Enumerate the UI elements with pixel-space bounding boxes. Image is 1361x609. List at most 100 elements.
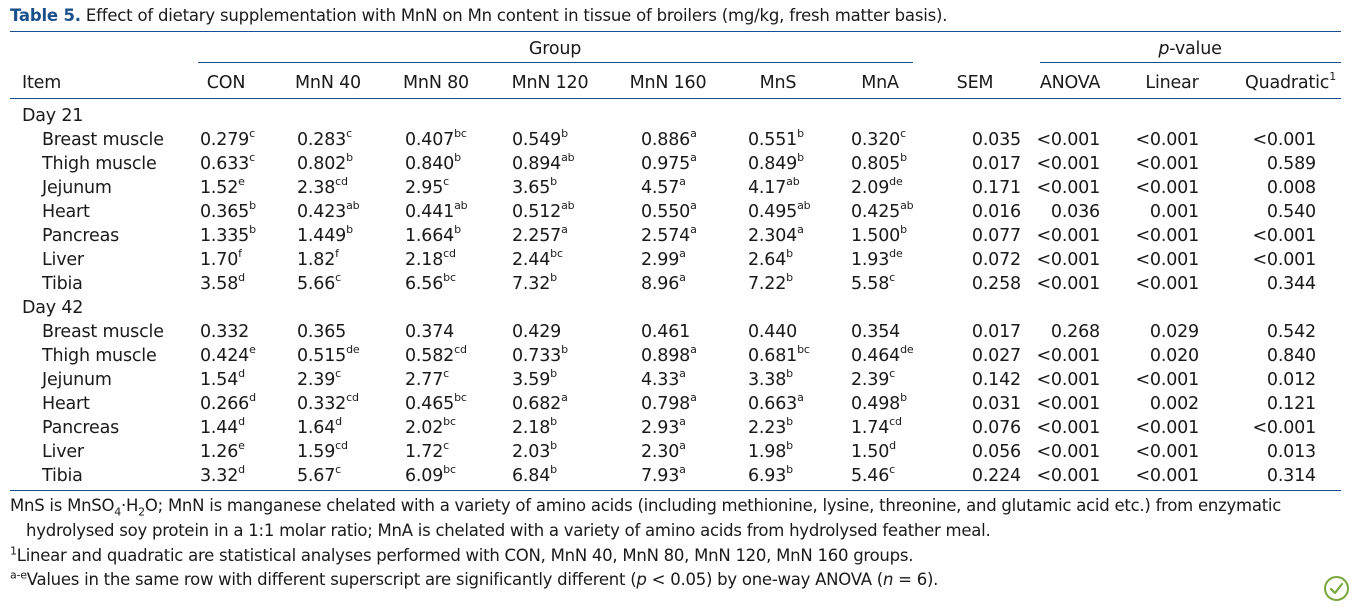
group-value: 0.633c xyxy=(200,151,255,174)
p-value: <0.001 xyxy=(1036,154,1100,174)
group-value: 0.407bc xyxy=(405,127,467,150)
sem-value: 0.258 xyxy=(971,274,1021,294)
group-value: 1.64d xyxy=(297,415,342,438)
group-value: 1.664b xyxy=(405,223,461,246)
group-value: 4.57a xyxy=(641,175,686,198)
group-value: 2.18cd xyxy=(405,247,456,270)
p-value: <0.001 xyxy=(1036,466,1100,486)
p-value: <0.001 xyxy=(1135,442,1199,462)
sem-value: 0.017 xyxy=(971,322,1021,342)
group-value: 6.09bc xyxy=(405,463,456,486)
group-value: 1.44d xyxy=(200,415,245,438)
group-value: 1.449b xyxy=(297,223,353,246)
group-value: 3.58d xyxy=(200,271,245,294)
sem-value: 0.077 xyxy=(971,226,1021,246)
group-value: 0.681bc xyxy=(748,343,810,366)
header-col-linear: Linear xyxy=(1145,73,1199,93)
header-col-4: MnN 160 xyxy=(629,73,707,93)
group-value: 7.32b xyxy=(512,271,557,294)
group-value: 0.332 xyxy=(200,322,250,342)
group-value: 3.59b xyxy=(512,367,557,390)
header-col-anova: ANOVA xyxy=(1039,73,1101,93)
group-value: 0.802b xyxy=(297,151,353,174)
group-value: 1.93de xyxy=(851,247,903,270)
top-rule xyxy=(10,31,1341,32)
p-value: <0.001 xyxy=(1036,346,1100,366)
p-value: <0.001 xyxy=(1252,130,1316,150)
group-value: 1.74cd xyxy=(851,415,902,438)
row-item-label: Pancreas xyxy=(42,418,120,438)
group-value: 2.23b xyxy=(748,415,793,438)
group-value: 0.320c xyxy=(851,127,906,150)
p-value: <0.001 xyxy=(1036,394,1100,414)
group-value: 2.574a xyxy=(641,223,697,246)
p-value: 0.268 xyxy=(1050,322,1100,342)
group-value: 0.440 xyxy=(748,322,798,342)
group-value: 5.66c xyxy=(297,271,342,294)
group-value: 2.257a xyxy=(512,223,568,246)
group-value: 2.39c xyxy=(297,367,342,390)
header-col-quadratic: Quadratic1 xyxy=(1245,70,1336,93)
header-col-5: MnS xyxy=(759,73,797,93)
p-value: <0.001 xyxy=(1036,370,1100,390)
sem-value: 0.031 xyxy=(971,394,1021,414)
group-value: 0.441ab xyxy=(405,199,468,222)
group-value: 0.550a xyxy=(641,199,697,222)
group-value: 0.582cd xyxy=(405,343,467,366)
group-value: 0.975a xyxy=(641,151,697,174)
group-value: 3.65b xyxy=(512,175,557,198)
p-value: <0.001 xyxy=(1036,418,1100,438)
group-value: 0.374 xyxy=(405,322,455,342)
group-value: 1.98b xyxy=(748,439,793,462)
group-value: 0.551b xyxy=(748,127,804,150)
p-value: <0.001 xyxy=(1036,442,1100,462)
group-value: 7.93a xyxy=(641,463,686,486)
group-value: 0.498b xyxy=(851,391,907,414)
group-value: 1.54d xyxy=(200,367,245,390)
row-item-label: Jejunum xyxy=(42,178,112,198)
p-value: <0.001 xyxy=(1252,250,1316,270)
sem-value: 0.076 xyxy=(971,418,1021,438)
group-value: 4.33a xyxy=(641,367,686,390)
group-value: 6.84b xyxy=(512,463,557,486)
group-value: 0.332cd xyxy=(297,391,359,414)
group-rule xyxy=(198,62,913,63)
footnote-2: 1Linear and quadratic are statistical an… xyxy=(10,544,914,566)
group-value: 6.93b xyxy=(748,463,793,486)
group-value: 0.465bc xyxy=(405,391,467,414)
group-value: 2.99a xyxy=(641,247,686,270)
header-col-2: MnN 80 xyxy=(403,73,469,93)
p-value: <0.001 xyxy=(1135,130,1199,150)
p-value: 0.002 xyxy=(1149,394,1199,414)
group-value: 0.515de xyxy=(297,343,360,366)
section-title: Day 42 xyxy=(22,298,84,318)
check-badge-icon[interactable] xyxy=(1324,576,1349,601)
row-item-label: Tibia xyxy=(42,466,83,486)
group-value: 1.52e xyxy=(200,175,245,198)
group-value: 0.423ab xyxy=(297,199,360,222)
group-value: 5.58c xyxy=(851,271,896,294)
row-item-label: Heart xyxy=(42,394,90,414)
group-value: 2.44bc xyxy=(512,247,563,270)
row-item-label: Liver xyxy=(42,442,84,462)
group-value: 2.03b xyxy=(512,439,557,462)
group-value: 1.500b xyxy=(851,223,907,246)
group-value: 2.64b xyxy=(748,247,793,270)
p-value: 0.008 xyxy=(1266,178,1316,198)
p-value: <0.001 xyxy=(1135,154,1199,174)
header-col-sem: SEM xyxy=(956,73,994,93)
pvalue-header: p-value xyxy=(1040,38,1340,60)
group-value: 1.82f xyxy=(297,247,339,270)
row-item-label: Jejunum xyxy=(42,370,112,390)
header-item: Item xyxy=(22,73,62,93)
group-value: 2.38cd xyxy=(297,175,348,198)
group-value: 2.304a xyxy=(748,223,804,246)
p-value: <0.001 xyxy=(1135,370,1199,390)
row-item-label: Thigh muscle xyxy=(42,346,157,366)
p-value: 0.540 xyxy=(1266,202,1316,222)
table-label: Table 5. xyxy=(10,6,81,25)
group-value: 0.354 xyxy=(851,322,901,342)
p-value: <0.001 xyxy=(1135,178,1199,198)
group-value: 1.59cd xyxy=(297,439,348,462)
group-value: 0.894ab xyxy=(512,151,575,174)
